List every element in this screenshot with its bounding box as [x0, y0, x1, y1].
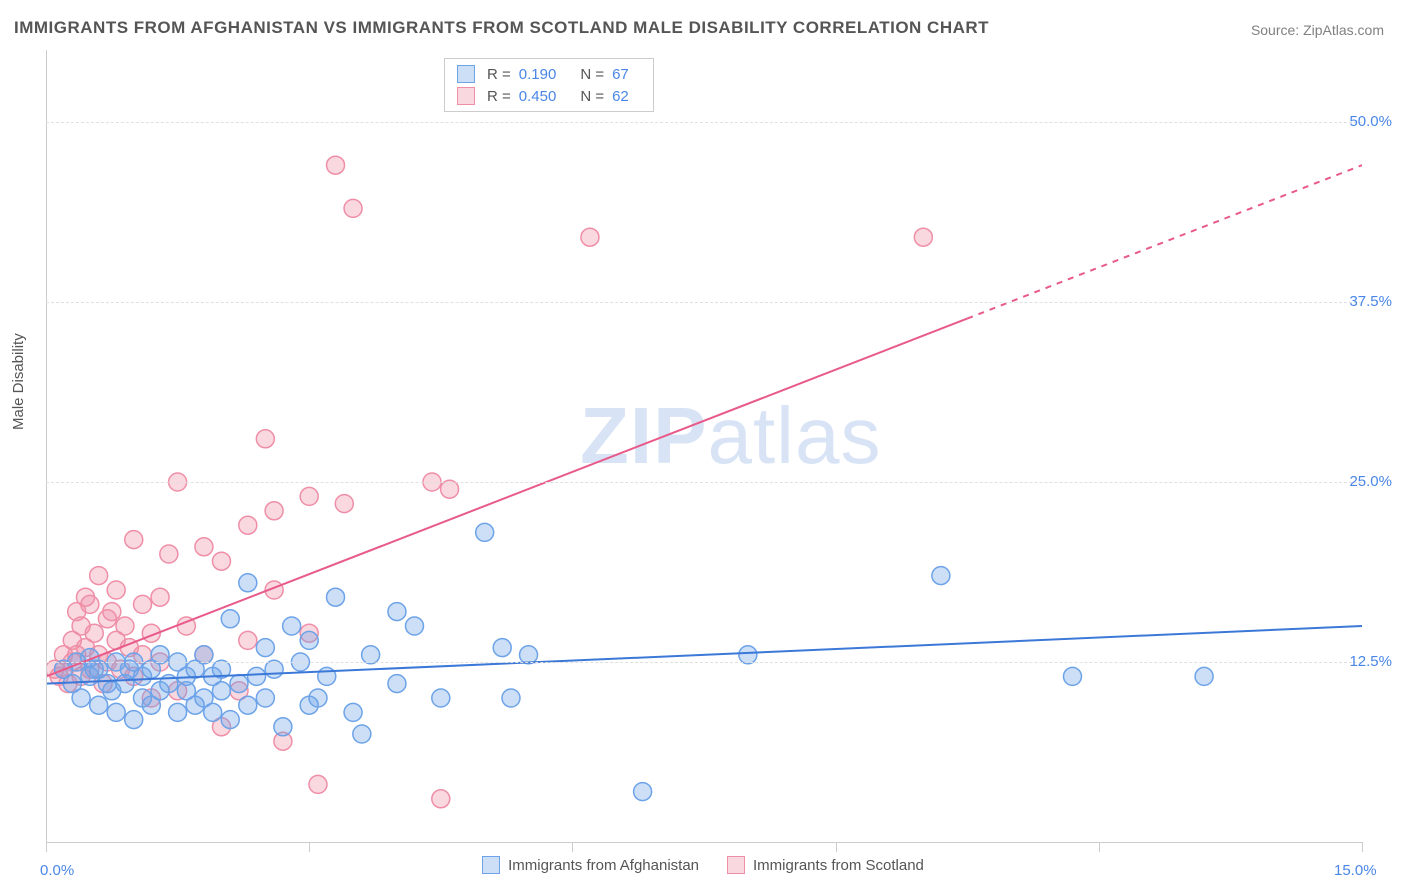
x-axis-line — [46, 842, 1362, 843]
bottom-legend: Immigrants from Afghanistan Immigrants f… — [0, 856, 1406, 874]
scatter-plot — [46, 50, 1362, 842]
swatch-scotland — [457, 87, 475, 105]
legend-item-scotland: Immigrants from Scotland — [727, 856, 924, 874]
legend-item-afghanistan: Immigrants from Afghanistan — [482, 856, 699, 874]
legend-label-scotland: Immigrants from Scotland — [753, 857, 924, 874]
y-axis-label: Male Disability — [10, 333, 27, 430]
swatch-afghanistan — [457, 65, 475, 83]
legend-label-afghanistan: Immigrants from Afghanistan — [508, 857, 699, 874]
legend-row-scotland: R = 0.450 N = 62 — [457, 85, 641, 107]
y-axis-line — [46, 50, 47, 842]
legend-row-afghanistan: R = 0.190 N = 67 — [457, 63, 641, 85]
correlation-legend: R = 0.190 N = 67 R = 0.450 N = 62 — [444, 58, 654, 112]
swatch-afghanistan-icon — [482, 856, 500, 874]
swatch-scotland-icon — [727, 856, 745, 874]
source-label: Source: ZipAtlas.com — [1251, 22, 1384, 38]
chart-title: IMMIGRANTS FROM AFGHANISTAN VS IMMIGRANT… — [14, 18, 989, 38]
